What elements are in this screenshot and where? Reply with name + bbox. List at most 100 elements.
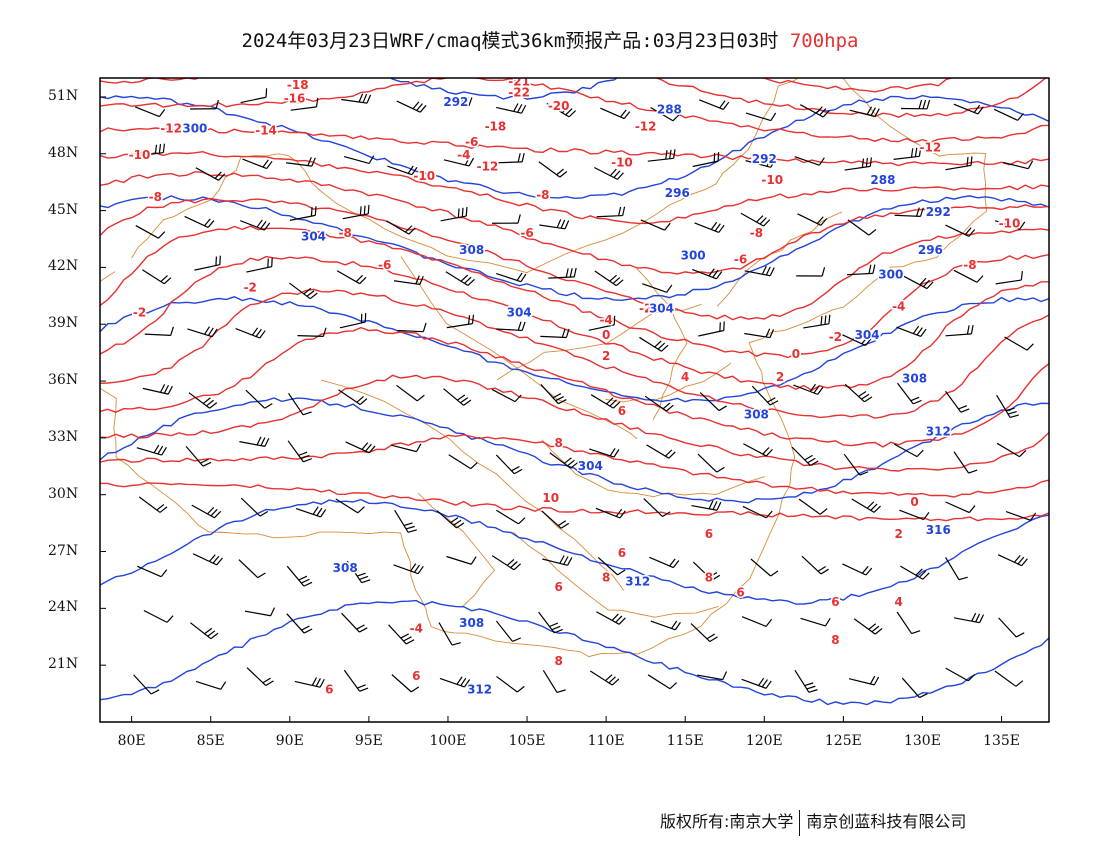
boundary-line xyxy=(321,379,625,591)
temperature-label: -6 xyxy=(378,258,391,272)
temperature-label: 0 xyxy=(602,328,610,342)
wind-barb xyxy=(143,609,174,623)
temperature-label: -8 xyxy=(963,258,976,272)
wind-barb xyxy=(899,509,930,521)
wind-barb xyxy=(842,563,873,576)
temperature-label: 4 xyxy=(681,370,689,384)
copyright-right: 南京创蓝科技有限公司 xyxy=(806,812,967,831)
boundary-line xyxy=(541,439,766,498)
wind-barb xyxy=(184,215,215,228)
height-label: 292 xyxy=(926,205,951,219)
temperature-label-layer: -18-16-21-22-20-18-12 -14 -12-10-6-4-12-10… xyxy=(127,74,1022,698)
wind-barb xyxy=(945,224,976,237)
temperature-label: -6 xyxy=(734,252,747,266)
height-label: 312 xyxy=(467,682,492,696)
lon-label: 120E xyxy=(745,733,783,749)
wind-barb xyxy=(650,620,681,631)
wind-barb xyxy=(393,275,424,286)
wind-barb xyxy=(190,99,219,110)
wind-barb xyxy=(644,395,674,412)
wind-barb xyxy=(235,327,266,339)
wind-barb xyxy=(343,155,375,165)
temperature-label: 8 xyxy=(555,436,563,450)
wind-barb xyxy=(697,671,728,681)
temperature-contour-layer xyxy=(100,78,1049,522)
temperature-label: -2 xyxy=(244,281,257,295)
temperature-label: -21 xyxy=(508,74,530,88)
wind-barb xyxy=(953,103,984,115)
wind-barb xyxy=(740,212,771,227)
height-label: 300 xyxy=(182,122,207,136)
lon-label: 100E xyxy=(429,733,467,749)
wind-barb xyxy=(195,167,226,181)
temperature-label: -8 xyxy=(750,226,763,240)
wind-barb xyxy=(336,270,367,285)
lat-label: 51N xyxy=(48,87,79,104)
lat-label: 48N xyxy=(48,144,79,161)
height-label: 300 xyxy=(878,267,903,281)
contour-line xyxy=(100,599,1049,706)
contour-line xyxy=(758,78,963,93)
wind-barb xyxy=(800,104,830,118)
lat-label: 42N xyxy=(48,258,79,275)
temperature-label: -12 xyxy=(920,141,942,155)
temperature-label: -6 xyxy=(465,135,478,149)
wind-barb xyxy=(744,265,775,277)
wind-barb xyxy=(188,392,218,409)
wind-barb xyxy=(549,452,579,469)
height-label: 308 xyxy=(902,372,927,386)
wind-barb xyxy=(137,143,166,157)
wind-barb xyxy=(595,507,626,519)
wind-barb xyxy=(594,270,624,287)
wind-barb xyxy=(194,255,221,271)
temperature-label: -6 xyxy=(520,226,533,240)
wind-barb xyxy=(588,315,616,331)
boundary-line xyxy=(100,78,988,658)
wind-barb xyxy=(801,555,829,575)
wind-barb xyxy=(343,669,369,692)
height-label: 304 xyxy=(649,302,674,316)
height-label: 292 xyxy=(443,95,468,109)
temperature-label: 6 xyxy=(618,404,626,418)
lat-label: 27N xyxy=(48,542,79,559)
wind-barb xyxy=(495,620,522,642)
contour-line xyxy=(100,255,1049,392)
wind-barb xyxy=(953,451,978,474)
wind-barb xyxy=(692,268,723,280)
wind-barb xyxy=(495,454,523,475)
wind-barb xyxy=(538,611,563,634)
temperature-label: 8 xyxy=(705,571,713,585)
wind-barb xyxy=(794,156,825,166)
wind-barb xyxy=(542,670,566,694)
wind-barb xyxy=(185,446,212,467)
lon-label: 125E xyxy=(824,733,862,749)
wind-barb xyxy=(697,453,725,473)
contour-line xyxy=(100,296,1049,403)
wind-barb xyxy=(394,509,417,533)
boundary-line xyxy=(635,267,688,420)
wind-barb xyxy=(341,93,372,104)
temperature-label: 8 xyxy=(831,633,839,647)
contour-line xyxy=(100,374,1049,472)
height-label: 304 xyxy=(507,305,532,319)
contour-line xyxy=(100,498,1049,605)
temperature-label: 2 xyxy=(895,527,903,541)
wind-barb xyxy=(245,389,273,409)
contour-line xyxy=(100,225,1049,359)
wind-barb xyxy=(335,498,365,514)
temperature-label: -10 xyxy=(611,156,633,170)
contour-line xyxy=(100,171,1049,275)
lat-label: 30N xyxy=(48,485,79,502)
wind-barb xyxy=(448,454,478,470)
title-level: 700hpa xyxy=(789,30,859,52)
temperature-label: 6 xyxy=(618,546,626,560)
wind-barb xyxy=(798,498,828,515)
wind-barb xyxy=(142,384,173,395)
wind-barb xyxy=(288,392,312,416)
wind-barb xyxy=(590,394,621,409)
temperature-label: -4 xyxy=(599,313,612,327)
wind-barb xyxy=(540,328,570,339)
temperature-label: -2 xyxy=(133,305,146,319)
wind-barb xyxy=(239,219,271,231)
temperature-label: 4 xyxy=(895,595,903,609)
